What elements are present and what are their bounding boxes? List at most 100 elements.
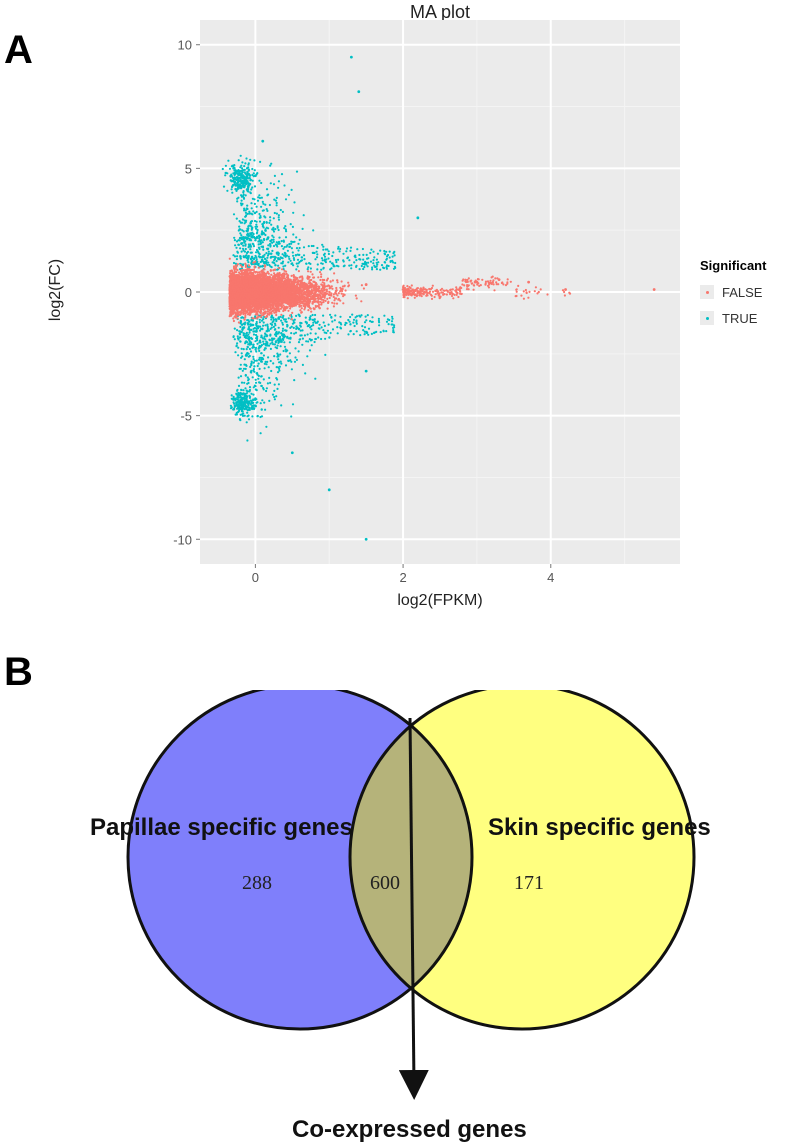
scatter-point [275, 318, 278, 321]
scatter-point [255, 210, 258, 213]
scatter-point [348, 259, 351, 262]
scatter-point [264, 228, 267, 231]
scatter-point [264, 233, 267, 237]
scatter-point [292, 233, 295, 236]
scatter-point [256, 228, 259, 231]
scatter-point [240, 397, 244, 400]
scatter-point [243, 392, 247, 395]
scatter-point [266, 323, 269, 326]
scatter-point [355, 330, 358, 333]
scatter-point [268, 203, 271, 207]
scatter-point [245, 389, 248, 392]
scatter-point [255, 320, 258, 324]
scatter-point [239, 330, 242, 333]
scatter-point [247, 328, 250, 331]
scatter-point [232, 254, 235, 257]
scatter-point [254, 237, 257, 240]
scatter-point [365, 319, 368, 322]
scatter-point [311, 313, 314, 317]
scatter-point [239, 367, 242, 370]
panel-label-a: A [4, 28, 33, 72]
scatter-point [275, 330, 278, 333]
scatter-point [272, 240, 275, 243]
scatter-point [252, 232, 255, 236]
scatter-point [293, 360, 297, 363]
scatter-point [240, 194, 243, 197]
scatter-point [233, 405, 236, 408]
scatter-point [256, 231, 259, 234]
scatter-point [332, 295, 335, 298]
scatter-point [240, 164, 243, 167]
scatter-point [277, 228, 280, 232]
scatter-point [260, 181, 263, 185]
scatter-point [239, 154, 242, 157]
scatter-point [241, 413, 244, 416]
scatter-point [248, 177, 251, 180]
scatter-point [288, 245, 292, 248]
scatter-point [251, 317, 254, 320]
scatter-point [233, 338, 236, 341]
scatter-point [309, 332, 312, 335]
scatter-point [330, 315, 333, 319]
scatter-point [237, 159, 240, 162]
scatter-point [347, 333, 350, 336]
scatter-point [253, 365, 256, 368]
scatter-point [253, 370, 256, 373]
scatter-point [300, 334, 303, 337]
scatter-point [237, 196, 240, 199]
scatter-point [281, 329, 284, 332]
scatter-point [284, 225, 287, 228]
scatter-point [235, 258, 238, 261]
scatter-point [335, 260, 338, 264]
scatter-point [268, 344, 271, 347]
scatter-point [250, 319, 253, 322]
scatter-point [233, 255, 237, 258]
scatter-point [229, 179, 232, 182]
scatter-point [306, 268, 309, 271]
scatter-point [237, 376, 240, 379]
scatter-point [250, 236, 253, 239]
scatter-point [255, 235, 259, 238]
scatter-point [248, 401, 251, 404]
scatter-point [266, 263, 269, 266]
scatter-point [290, 368, 293, 371]
scatter-point [231, 191, 234, 194]
scatter-point [304, 316, 307, 319]
scatter-point [242, 196, 245, 199]
scatter-point [239, 232, 242, 235]
scatter-point [284, 348, 287, 351]
scatter-point [391, 317, 394, 320]
scatter-point [359, 315, 362, 318]
scatter-point [258, 253, 261, 256]
scatter-point [353, 261, 356, 264]
scatter-point [259, 240, 262, 243]
scatter-point [383, 314, 386, 317]
scatter-point [273, 259, 276, 262]
scatter-point [245, 348, 248, 351]
scatter-point [239, 272, 242, 276]
scatter-point [245, 352, 248, 355]
scatter-point [249, 251, 252, 254]
scatter-point [362, 258, 365, 261]
scatter-point [242, 249, 245, 252]
scatter-point [262, 354, 265, 357]
scatter-point [293, 201, 296, 204]
scatter-point [273, 389, 276, 392]
scatter-point [268, 339, 271, 342]
scatter-point [340, 280, 343, 283]
scatter-point [265, 387, 268, 390]
scatter-point [273, 398, 276, 401]
scatter-point [236, 183, 239, 186]
scatter-point [242, 402, 245, 405]
scatter-point [363, 321, 367, 324]
scatter-point [371, 266, 374, 269]
scatter-point [280, 340, 283, 343]
scatter-point [276, 371, 280, 374]
scatter-point [278, 367, 281, 370]
scatter-point [281, 327, 285, 330]
scatter-point [325, 288, 328, 291]
scatter-point [242, 389, 245, 392]
scatter-point [246, 322, 249, 325]
scatter-point [271, 255, 275, 258]
scatter-point [321, 262, 324, 265]
